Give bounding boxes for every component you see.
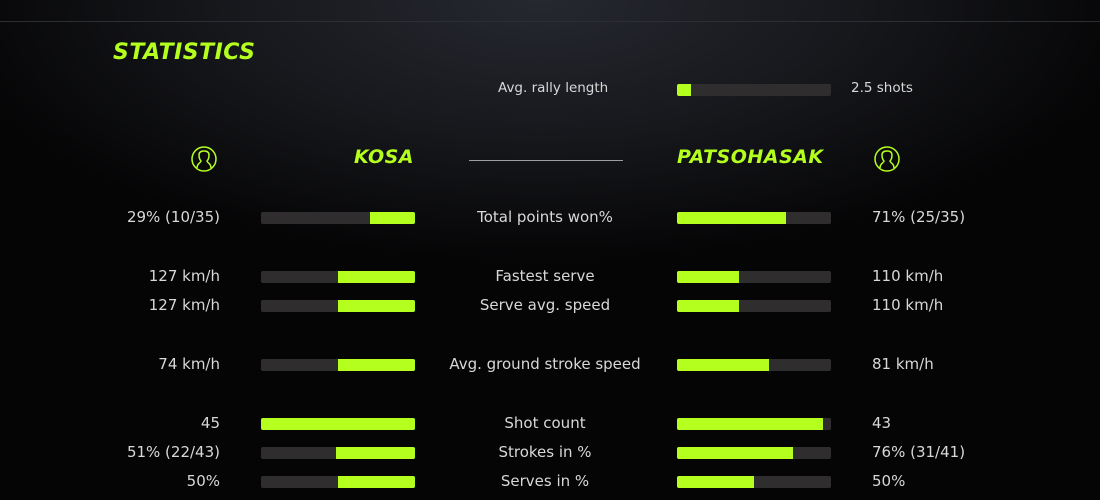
stat-right-value: 50% xyxy=(872,472,906,490)
stat-label: Shot count xyxy=(504,414,586,432)
stat-right-bar-fill xyxy=(677,447,793,459)
rally-label: Avg. rally length xyxy=(498,80,609,96)
user-icon xyxy=(191,146,217,176)
stat-left-bar-fill xyxy=(338,271,415,283)
stat-label: Strokes in % xyxy=(498,443,592,461)
stat-right-value: 110 km/h xyxy=(872,267,944,285)
stat-right-bar-fill xyxy=(677,300,739,312)
stat-right-value: 110 km/h xyxy=(872,296,944,314)
stat-right-bar-fill xyxy=(677,212,787,224)
stat-left-value: 74 km/h xyxy=(158,355,220,373)
stat-left-bar xyxy=(261,212,415,224)
player-right-name: PATSOHASAK xyxy=(677,146,824,168)
stat-right-value: 43 xyxy=(872,414,892,432)
stat-left-value: 45 xyxy=(200,414,220,432)
stat-left-bar xyxy=(261,447,415,459)
player-left-name: KOSA xyxy=(353,146,414,168)
stat-right-bar xyxy=(677,212,831,224)
top-divider xyxy=(0,21,1100,22)
stat-left-bar-fill xyxy=(336,447,415,459)
stat-left-bar-fill xyxy=(338,359,415,371)
stat-label: Fastest serve xyxy=(495,267,595,285)
user-icon xyxy=(874,146,900,176)
stat-left-bar xyxy=(261,476,415,488)
stat-right-bar xyxy=(677,359,831,371)
stat-left-value: 29% (10/35) xyxy=(126,208,220,226)
rally-bar-fill xyxy=(677,84,691,96)
page-title: STATISTICS xyxy=(113,40,256,65)
stat-right-bar xyxy=(677,271,831,283)
stat-label: Serve avg. speed xyxy=(479,296,611,314)
stat-right-bar-fill xyxy=(677,418,824,430)
stat-label: Avg. ground stroke speed xyxy=(449,355,641,373)
stat-right-value: 81 km/h xyxy=(872,355,934,373)
stat-left-bar xyxy=(261,359,415,371)
stat-right-bar-fill xyxy=(677,359,770,371)
stat-label: Serves in % xyxy=(500,472,590,490)
stat-right-bar xyxy=(677,300,831,312)
stat-left-value: 127 km/h xyxy=(148,267,220,285)
rally-value: 2.5 shots xyxy=(851,80,913,96)
stat-left-bar xyxy=(261,271,415,283)
stat-left-value: 51% (22/43) xyxy=(126,443,220,461)
stat-left-value: 50% xyxy=(186,472,220,490)
stat-left-value: 127 km/h xyxy=(148,296,220,314)
stat-left-bar-fill xyxy=(261,418,415,430)
stat-left-bar-fill xyxy=(338,300,415,312)
rally-bar xyxy=(677,84,831,96)
stat-left-bar xyxy=(261,300,415,312)
stat-label: Total points won% xyxy=(477,208,613,226)
stat-right-bar xyxy=(677,476,831,488)
stat-right-bar xyxy=(677,447,831,459)
stat-right-value: 76% (31/41) xyxy=(872,443,966,461)
stat-left-bar-fill xyxy=(338,476,415,488)
stat-left-bar-fill xyxy=(370,212,415,224)
stat-right-bar-fill xyxy=(677,271,739,283)
stat-right-bar-fill xyxy=(677,476,754,488)
stat-left-bar xyxy=(261,418,415,430)
stat-right-value: 71% (25/35) xyxy=(872,208,966,226)
header-divider xyxy=(469,160,623,161)
stat-right-bar xyxy=(677,418,831,430)
